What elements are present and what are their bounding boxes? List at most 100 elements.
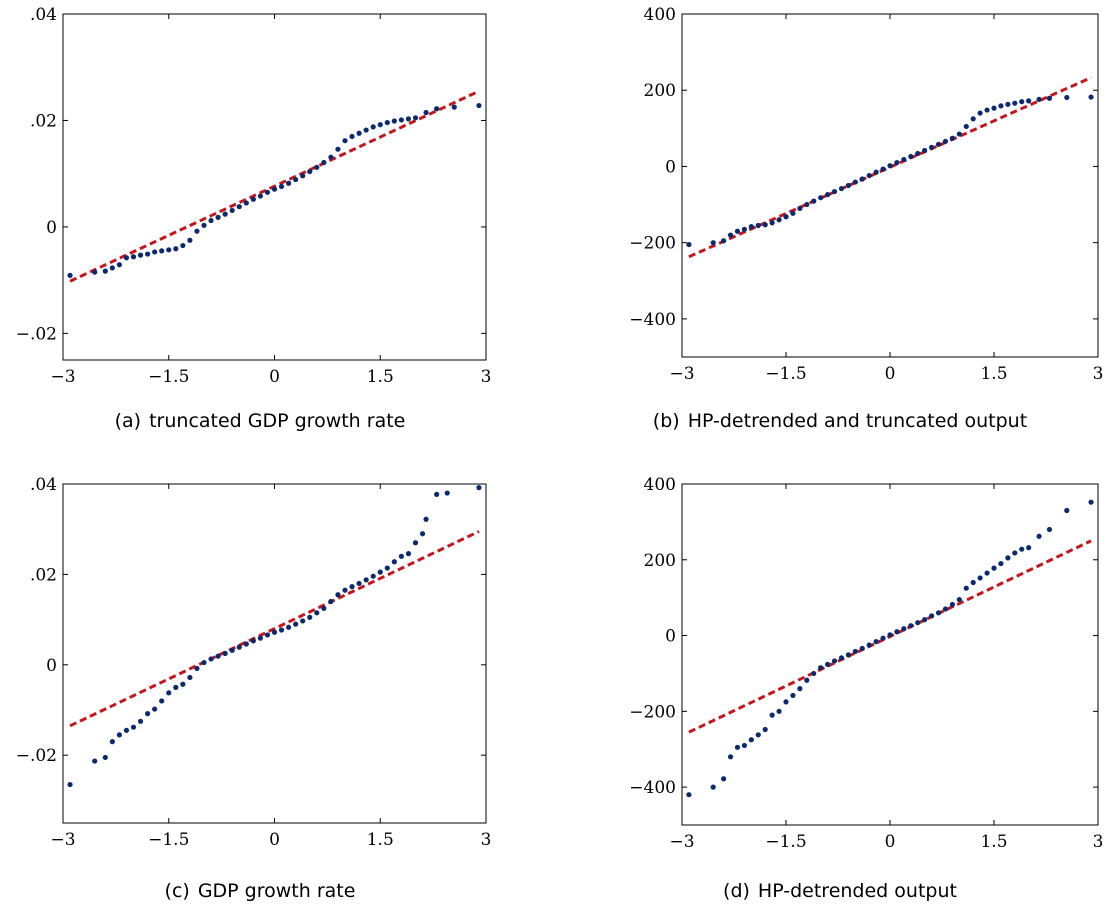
- y-tick-label: .04: [30, 475, 57, 495]
- data-point: [92, 269, 98, 275]
- data-point: [398, 553, 404, 559]
- qq-plot-c: −3 −1.5 0 1.5 3 −.02 0 .02 .04: [16, 475, 492, 850]
- data-point: [180, 242, 186, 249]
- data-point: [755, 732, 761, 738]
- y-tick-label: −.02: [16, 746, 57, 766]
- data-point: [894, 160, 900, 166]
- axis-frame: [681, 13, 1099, 358]
- data-point: [278, 627, 285, 633]
- caption-tag: (c): [164, 880, 190, 902]
- data-point: [710, 240, 716, 246]
- y-tick-label: 0: [46, 656, 57, 676]
- data-point: [391, 559, 397, 565]
- x-tick-label: 3: [1093, 832, 1104, 852]
- data-point: [363, 127, 369, 133]
- data-point: [1046, 526, 1053, 533]
- data-point: [152, 249, 158, 255]
- x-tick-label: 3: [481, 830, 492, 850]
- x-tick-label: −3: [50, 830, 75, 850]
- data-point: [811, 198, 817, 204]
- data-point: [894, 629, 900, 635]
- data-point: [901, 156, 907, 163]
- data-point: [236, 644, 242, 650]
- data-point: [984, 107, 990, 113]
- data-point: [838, 655, 845, 661]
- data-point: [859, 176, 865, 182]
- data-point: [412, 540, 419, 546]
- data-point: [1026, 545, 1032, 551]
- data-point: [307, 614, 313, 620]
- data-point: [278, 183, 285, 190]
- data-point: [956, 596, 962, 603]
- data-point: [328, 598, 334, 605]
- data-point: [845, 182, 851, 189]
- data-point: [166, 247, 172, 253]
- data-point: [250, 638, 256, 644]
- data-point: [398, 117, 404, 123]
- data-point: [963, 123, 969, 130]
- y-tick-label: 0: [665, 627, 676, 647]
- data-point: [222, 650, 228, 657]
- data-point: [790, 692, 796, 699]
- data-point: [307, 168, 313, 175]
- data-point: [1088, 94, 1094, 100]
- axis-frame: [681, 483, 1099, 826]
- caption-a: (a) truncated GDP growth rate: [0, 410, 520, 432]
- data-point: [873, 169, 879, 175]
- x-tick-label: 1.5: [980, 364, 1007, 384]
- data-point: [970, 116, 976, 122]
- data-point: [293, 621, 299, 627]
- data-point: [314, 610, 320, 616]
- data-point: [349, 584, 355, 590]
- data-point: [137, 718, 144, 724]
- data-point: [942, 606, 949, 612]
- data-point: [887, 632, 893, 638]
- data-point: [1012, 100, 1018, 106]
- data-point: [710, 784, 716, 790]
- data-point: [229, 647, 235, 653]
- data-point: [208, 217, 214, 224]
- data-point: [264, 189, 271, 195]
- x-tick-label: 1.5: [367, 367, 394, 387]
- data-point: [201, 222, 207, 228]
- data-point: [963, 585, 969, 591]
- data-point: [776, 708, 782, 714]
- x-tick-label: −1.5: [148, 367, 189, 387]
- data-point: [991, 105, 997, 111]
- x-tick-label: 3: [1093, 364, 1104, 384]
- data-point: [180, 681, 186, 687]
- data-point: [384, 565, 390, 571]
- data-point: [166, 690, 172, 696]
- data-point: [130, 724, 137, 730]
- data-point: [1019, 546, 1025, 552]
- data-point: [208, 656, 214, 662]
- data-point: [92, 758, 98, 764]
- data-point: [984, 570, 990, 576]
- data-point: [866, 172, 872, 179]
- data-point: [356, 580, 362, 587]
- data-point: [1005, 555, 1011, 561]
- data-point: [991, 565, 997, 571]
- data-point: [123, 255, 130, 261]
- data-point: [1019, 99, 1025, 105]
- data-point: [159, 698, 165, 704]
- caption-tag: (d): [723, 880, 750, 902]
- data-point: [1036, 533, 1042, 539]
- data-point: [116, 262, 122, 268]
- data-point: [935, 610, 942, 616]
- y-tick-label: −200: [629, 234, 676, 254]
- data-point: [201, 659, 207, 666]
- data-point: [956, 131, 962, 137]
- data-point: [845, 652, 851, 658]
- caption-d: (d) HP-detrended output: [580, 880, 1100, 902]
- data-point: [1036, 96, 1042, 102]
- data-point: [818, 665, 824, 671]
- data-point: [1064, 94, 1070, 101]
- data-point: [271, 186, 278, 192]
- y-tick-label: .04: [30, 5, 57, 25]
- data-point: [405, 551, 412, 557]
- data-point: [215, 653, 221, 659]
- data-point: [243, 200, 249, 206]
- data-point: [783, 214, 789, 220]
- data-point: [109, 265, 115, 271]
